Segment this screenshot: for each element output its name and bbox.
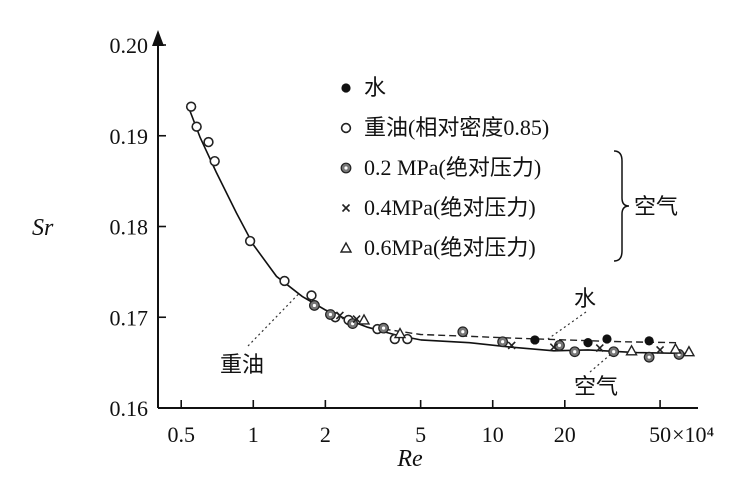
annotation-leader-0	[547, 311, 587, 340]
legend-label-series-4: 0.6MPa(绝对压力)	[364, 235, 536, 260]
y-axis-arrow	[152, 30, 164, 46]
x-tick-label: 0.5	[167, 422, 195, 447]
data-point-series-2	[325, 309, 336, 320]
legend-label-series-3: 0.4MPa(绝对压力)	[364, 195, 536, 220]
y-ticks: 0.16 0.17 0.18 0.19 0.20	[110, 33, 166, 421]
data-point-series-3	[507, 341, 516, 350]
data-point-series-2	[497, 336, 509, 348]
data-point-series-1	[209, 155, 220, 167]
legend-marker-series-1	[340, 122, 352, 134]
x-ticks: 0.5 1 2 5 10 20 50 ×10⁴	[167, 400, 714, 447]
legend-label-series-0: 水	[364, 75, 386, 100]
axes	[152, 30, 698, 409]
annotation-label-2: 空气	[574, 375, 618, 400]
y-tick-label: 0.18	[110, 215, 149, 240]
data-point-series-0	[530, 335, 540, 345]
data-point-series-4	[669, 342, 682, 354]
legend-marker-series-3	[341, 203, 351, 213]
data-point-series-0	[602, 334, 612, 344]
legend: 水重油(相对密度0.85) 0.2 MPa(绝对压力) 0.4MPa(绝对压力) 0.…	[339, 75, 678, 262]
data-point-series-2	[569, 346, 581, 358]
data-point-series-1	[279, 275, 290, 287]
x-tick-label: 20	[554, 422, 576, 447]
annotation-label-1: 重油	[220, 353, 264, 378]
data-point-series-4	[357, 313, 371, 325]
x-tick-label: 50	[649, 422, 671, 447]
data-point-series-2	[457, 326, 469, 338]
data-point-series-2	[608, 346, 620, 358]
legend-marker-series-0	[341, 83, 351, 93]
legend-label-series-1: 重油(相对密度0.85)	[364, 115, 549, 140]
x-unit-suffix: ×10⁴	[672, 422, 714, 447]
x-tick-label: 5	[415, 422, 426, 447]
data-point-series-2	[378, 322, 389, 334]
data-point-series-2	[309, 300, 320, 311]
data-point-series-1	[191, 121, 202, 132]
annotation-label-0: 水	[574, 287, 596, 312]
data-point-series-0	[583, 338, 593, 348]
data-point-series-1	[185, 101, 197, 112]
legend-marker-series-4	[339, 241, 353, 253]
legend-group-brace	[613, 150, 630, 262]
legend-label-series-2: 0.2 MPa(绝对压力)	[364, 155, 541, 180]
data-point-series-1	[203, 136, 214, 148]
legend-group-label: 空气	[634, 195, 678, 220]
data-point-series-3	[656, 345, 665, 354]
y-tick-label: 0.20	[110, 33, 149, 58]
annotation-leader-1	[247, 293, 300, 347]
data-point-series-4	[682, 345, 696, 357]
y-tick-label: 0.19	[110, 124, 149, 149]
data-point-series-4	[625, 344, 638, 356]
data-point-series-1	[306, 290, 317, 301]
legend-marker-series-2	[340, 162, 352, 174]
data-points	[185, 101, 696, 363]
data-point-series-3	[352, 314, 361, 324]
y-tick-label: 0.16	[110, 396, 149, 421]
fit-curves	[186, 103, 688, 355]
data-point-series-3	[335, 311, 344, 320]
data-point-series-4	[393, 327, 407, 339]
fit-curve-dashed-1	[383, 328, 680, 344]
y-axis-title: Sr	[32, 215, 54, 241]
x-tick-label: 1	[248, 422, 259, 447]
data-point-series-2	[643, 351, 655, 363]
data-point-series-3	[595, 344, 604, 353]
data-point-series-1	[244, 235, 256, 247]
x-tick-label: 2	[320, 422, 331, 447]
y-tick-label: 0.17	[110, 305, 149, 330]
x-axis-title: Re	[396, 446, 423, 472]
data-point-series-0	[644, 336, 654, 346]
x-tick-label: 10	[482, 422, 504, 447]
data-point-series-3	[549, 343, 558, 352]
annotation-leaders	[247, 293, 615, 373]
fit-curve-solid-2	[420, 339, 688, 355]
